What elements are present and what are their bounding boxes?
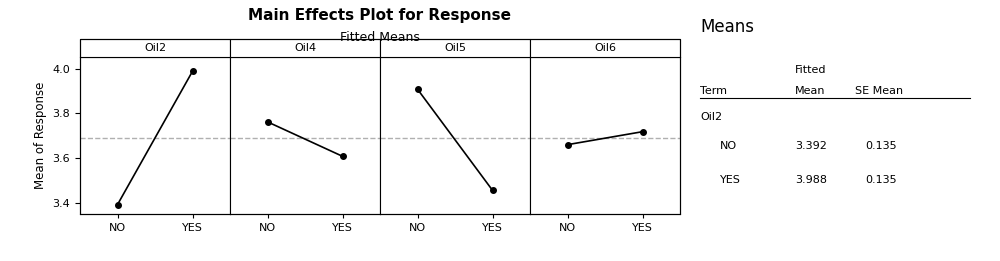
Text: Oil4: Oil4 [294, 43, 316, 53]
Text: Main Effects Plot for Response: Main Effects Plot for Response [248, 8, 512, 23]
Text: Fitted Means: Fitted Means [340, 31, 420, 44]
Text: Oil2: Oil2 [144, 43, 166, 53]
Y-axis label: Mean of Response: Mean of Response [34, 82, 47, 189]
Text: Mean: Mean [795, 86, 825, 96]
Text: Term: Term [700, 86, 727, 96]
Text: 3.988: 3.988 [795, 175, 827, 185]
Text: 0.135: 0.135 [865, 175, 897, 185]
Text: YES: YES [720, 175, 741, 185]
Text: Fitted: Fitted [795, 65, 826, 75]
Text: NO: NO [720, 141, 737, 151]
Text: Oil6: Oil6 [594, 43, 616, 53]
Text: Oil2: Oil2 [700, 112, 722, 122]
Text: 3.392: 3.392 [795, 141, 827, 151]
Text: 0.135: 0.135 [865, 141, 897, 151]
Text: SE Mean: SE Mean [855, 86, 903, 96]
Text: Means: Means [700, 18, 754, 36]
Text: Oil5: Oil5 [444, 43, 466, 53]
